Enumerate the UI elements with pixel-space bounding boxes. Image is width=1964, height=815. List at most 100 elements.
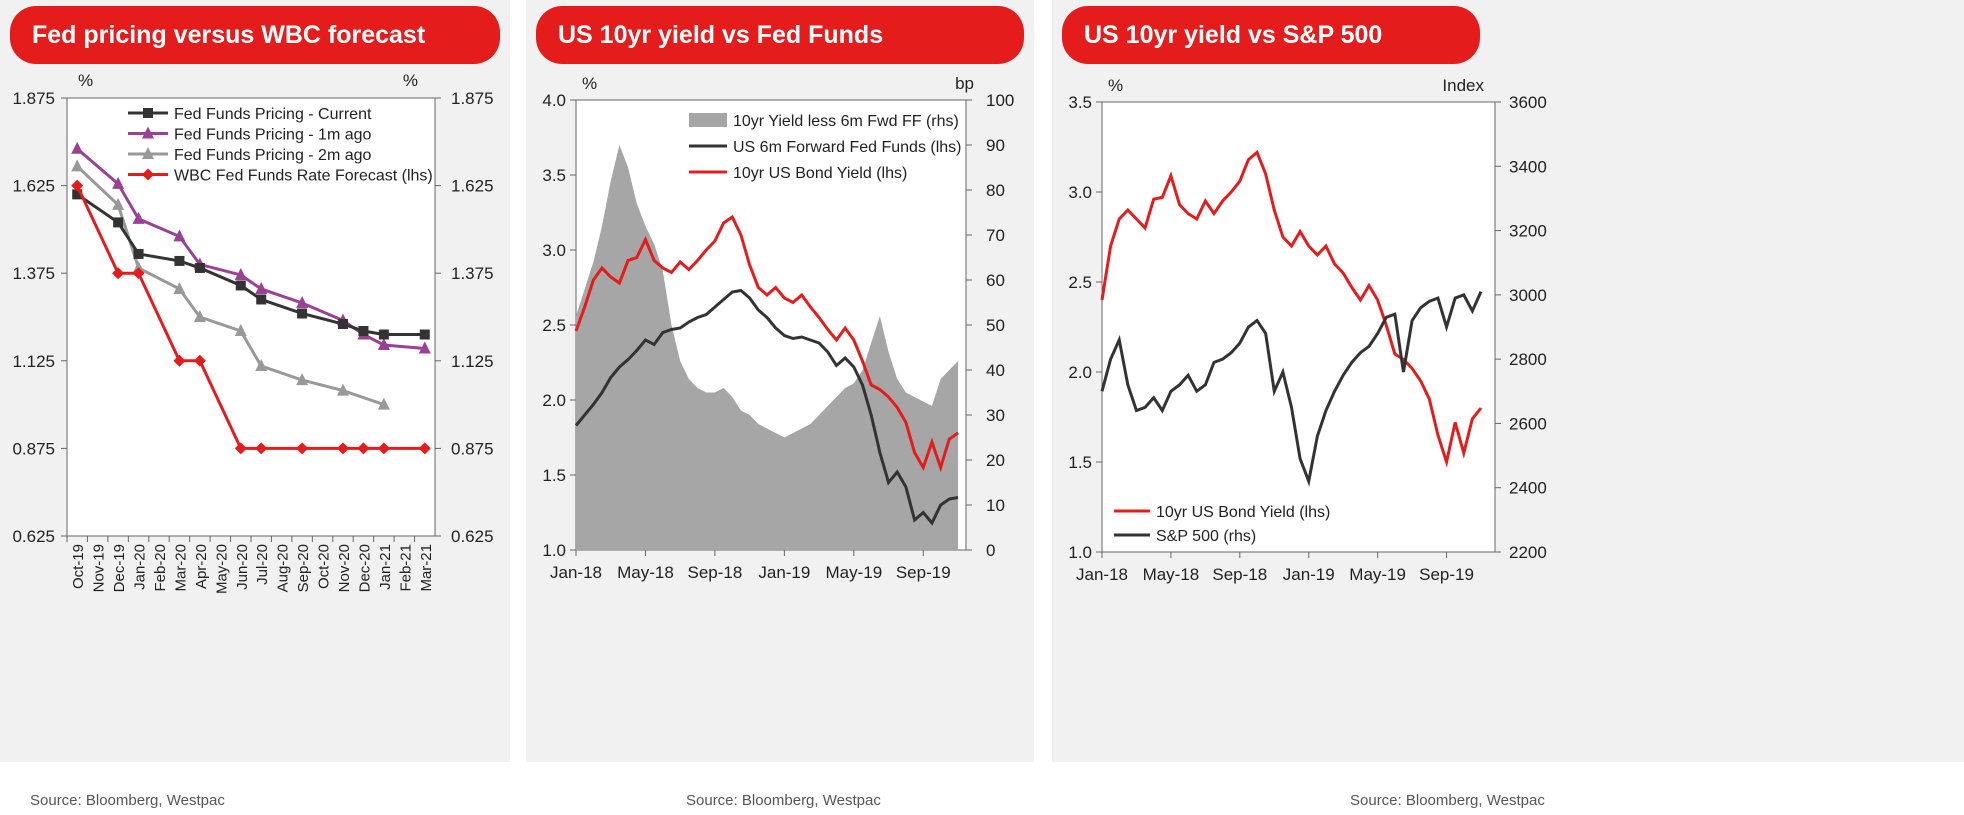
diamond-marker [132, 267, 145, 280]
diamond-marker [71, 179, 84, 192]
y-tick-label: 4.0 [542, 91, 566, 110]
x-tick-label: May-20 [213, 544, 230, 594]
diamond-marker [418, 442, 431, 455]
legend-label: Fed Funds Pricing - 1m ago [174, 127, 372, 144]
panel-title: US 10yr yield vs Fed Funds [536, 6, 1024, 64]
x-tick-label: Jul-20 [254, 544, 271, 585]
y-tick-label: 1.375 [12, 264, 55, 283]
y-tick-label: 2.0 [1068, 363, 1092, 382]
square-marker [174, 255, 185, 266]
triangle-marker [132, 211, 145, 224]
plot-area [66, 97, 436, 537]
x-tick-label: Feb-21 [397, 544, 414, 592]
x-tick-label: Mar-21 [418, 544, 435, 592]
y2-tick-label: 0.625 [451, 527, 494, 546]
x-tick-label: Jan-18 [1076, 565, 1128, 584]
y2-tick-label: 2800 [1509, 350, 1547, 369]
y2-tick-label: 60 [986, 271, 1005, 290]
y2-tick-label: 2200 [1509, 543, 1547, 562]
y2-tick-label: 0 [986, 541, 995, 560]
diamond-marker [296, 442, 309, 455]
square-marker [297, 308, 308, 319]
x-tick-label: Jan-20 [132, 544, 149, 590]
y2-tick-label: 50 [986, 316, 1005, 335]
triangle-marker [377, 397, 390, 410]
x-tick-label: Mar-20 [172, 544, 189, 592]
y-tick-label: 0.625 [12, 527, 55, 546]
x-tick-label: Sep-18 [1212, 565, 1267, 584]
x-tick-label: Jun-20 [234, 544, 251, 590]
square-marker [133, 248, 144, 259]
y2-tick-label: 3200 [1509, 222, 1547, 241]
legend-label: 10yr US Bond Yield (lhs) [1156, 504, 1330, 521]
square-marker [113, 217, 124, 228]
triangle-marker [234, 324, 247, 337]
chart-panel-10yr-vs-spx: US 10yr yield vs S&P 500 % Index 3.5 3.0 2.5… [1052, 0, 1964, 762]
series-line [574, 288, 959, 526]
right-axis-unit: % [403, 71, 418, 90]
triangle-marker [71, 141, 84, 154]
triangle-marker [234, 267, 247, 280]
legend-label: WBC Fed Funds Rate Forecast (lhs) [174, 168, 433, 185]
square-marker [256, 294, 267, 305]
y2-tick-label: 70 [986, 226, 1005, 245]
y2-tick-label: 0.875 [451, 439, 494, 458]
y2-tick-label: 3400 [1509, 157, 1547, 176]
triangle-marker [296, 295, 309, 308]
x-tick-label: Sep-20 [295, 544, 312, 592]
y-tick-label: 3.5 [542, 166, 566, 185]
x-tick-label: May-18 [617, 563, 674, 582]
triangle-marker [71, 159, 84, 172]
triangle-marker [337, 383, 349, 396]
source-note: Source: Bloomberg, Westpac [30, 792, 225, 809]
y2-tick-label: 3600 [1509, 93, 1547, 112]
diamond-marker [112, 267, 125, 280]
triangle-marker [173, 281, 186, 294]
x-tick-label: Aug-20 [275, 544, 292, 592]
x-tick-label: Dec-19 [111, 544, 128, 592]
triangle-marker [112, 197, 125, 210]
diamond-marker [255, 442, 268, 455]
legend-label: 10yr Yield less 6m Fwd FF (rhs) [733, 113, 959, 130]
y2-tick-label: 1.625 [451, 177, 494, 196]
square-marker [194, 262, 205, 273]
y2-tick-label: 80 [986, 181, 1005, 200]
diamond-marker [357, 442, 370, 455]
square-marker [235, 280, 246, 291]
panel-title: US 10yr yield vs S&P 500 [1062, 6, 1480, 64]
legend-label: Fed Funds Pricing - Current [174, 106, 372, 123]
x-tick-label: Sep-18 [687, 563, 742, 582]
y2-tick-label: 2400 [1509, 479, 1547, 498]
diamond-marker [337, 442, 349, 455]
series-line [1100, 291, 1483, 487]
x-tick-label: Feb-20 [152, 544, 169, 592]
chart-10yr-vs-ff: % bp4.03.53.02.52.01.51.01009080706050403… [542, 74, 1014, 582]
diamond-marker [234, 442, 247, 455]
y-tick-label: 2.0 [542, 391, 566, 410]
y2-tick-label: 90 [986, 136, 1005, 155]
triangle-marker [255, 359, 268, 372]
y2-tick-label: 1.875 [451, 89, 494, 108]
y2-tick-label: 100 [986, 91, 1014, 110]
chart-panel-10yr-vs-ff: US 10yr yield vs Fed Funds % bp 4.0 3.5 3.0 2… [526, 0, 1034, 762]
y-tick-label: 2.5 [542, 316, 566, 335]
y2-tick-label: 3000 [1509, 286, 1547, 305]
x-tick-label: May-19 [825, 563, 882, 582]
plot-area [1101, 101, 1496, 553]
triangle-marker [418, 341, 431, 354]
left-axis-unit: % [582, 74, 597, 93]
triangle-marker [142, 147, 154, 159]
y-tick-label: 1.625 [12, 177, 55, 196]
triangle-marker [193, 310, 206, 322]
square-marker [143, 108, 153, 118]
panel-title: Fed pricing versus WBC forecast [10, 6, 500, 64]
y-tick-label: 1.0 [1068, 543, 1092, 562]
left-axis-unit: % [1108, 76, 1123, 95]
legend-swatch [689, 113, 727, 127]
triangle-marker [173, 229, 186, 242]
triangle-marker [132, 260, 145, 273]
chart-10yr-vs-spx: % Index 3.5 3.0 2.5 2.0 1.5 1.0 3600 3400 3200 3000… [1068, 76, 1547, 584]
triangle-marker [112, 176, 125, 189]
triangle-marker [377, 338, 390, 351]
source-note: Source: Bloomberg, Westpac [1350, 792, 1545, 809]
